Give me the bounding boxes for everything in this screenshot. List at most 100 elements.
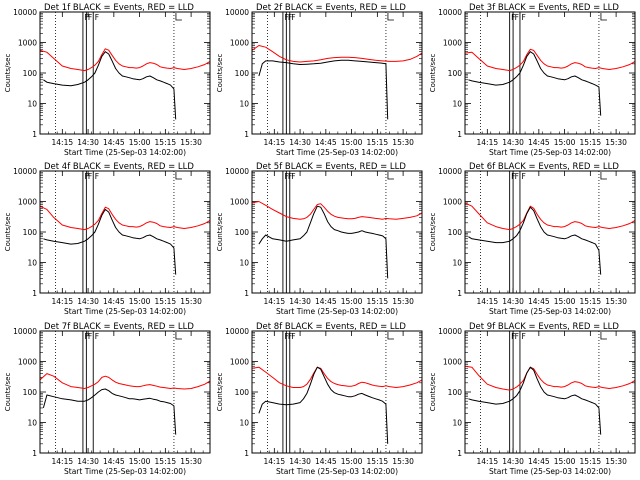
x-tick-label: 15:30 bbox=[392, 457, 414, 466]
flag-marker-label: F bbox=[291, 172, 295, 181]
y-tick-label: 100 bbox=[448, 228, 463, 237]
x-tick-label: 14:45 bbox=[103, 138, 125, 147]
y-tick-label: 1 bbox=[457, 289, 462, 298]
panel-det-9f: Det 9f BLACK = Events, RED = LLD Counts/s… bbox=[429, 322, 636, 476]
x-tick-label: 15:15 bbox=[155, 138, 177, 147]
chart-title: Det 4f BLACK = Events, RED = LLD bbox=[44, 162, 194, 172]
y-tick-label: 1 bbox=[457, 130, 462, 139]
y-tick-label: 100 bbox=[448, 388, 463, 397]
panel-det-8f: Det 8f BLACK = Events, RED = LLD Counts/s… bbox=[216, 322, 423, 476]
y-axis-label: Counts/sec bbox=[429, 54, 437, 93]
x-tick-label: 15:30 bbox=[605, 297, 627, 306]
flag-marker-label: F bbox=[95, 172, 99, 181]
x-tick-label: 14:15 bbox=[52, 457, 74, 466]
range-bracket-mark bbox=[387, 172, 394, 180]
x-axis-label: Start Time (25-Sep-03 14:02:00) bbox=[276, 307, 398, 316]
lld-series-line bbox=[251, 45, 423, 63]
lld-series-line bbox=[39, 373, 211, 390]
range-bracket-mark bbox=[175, 13, 182, 21]
x-axis-label: Start Time (25-Sep-03 14:02:00) bbox=[64, 307, 186, 316]
panel-det-2f: Det 2f BLACK = Events, RED = LLD Counts/s… bbox=[216, 3, 423, 157]
flag-marker-label: F bbox=[521, 172, 525, 181]
y-tick-label: 10000 bbox=[225, 8, 249, 17]
plot-frame bbox=[464, 330, 636, 454]
x-tick-label: 14:45 bbox=[103, 457, 125, 466]
flag-marker-label: F bbox=[88, 13, 92, 22]
y-axis-label: Counts/sec bbox=[216, 213, 224, 252]
lld-series-line bbox=[464, 48, 636, 72]
y-axis-label: Counts/sec bbox=[429, 373, 437, 412]
x-tick-label: 14:30 bbox=[289, 138, 311, 147]
x-tick-label: 15:15 bbox=[367, 138, 389, 147]
y-tick-label: 10000 bbox=[13, 167, 37, 176]
flag-marker-label: F bbox=[515, 172, 519, 181]
events-series-line bbox=[43, 51, 177, 120]
x-tick-label: 15:15 bbox=[367, 457, 389, 466]
x-tick-label: 14:45 bbox=[103, 297, 125, 306]
chart-title: Det 3f BLACK = Events, RED = LLD bbox=[469, 3, 619, 13]
x-tick-label: 14:45 bbox=[528, 138, 550, 147]
plot-frame bbox=[251, 330, 423, 454]
events-series-line bbox=[258, 366, 389, 444]
y-tick-label: 1 bbox=[32, 289, 37, 298]
y-tick-label: 1 bbox=[244, 289, 249, 298]
events-series-line bbox=[42, 388, 177, 435]
lld-series-line bbox=[464, 365, 636, 391]
x-tick-label: 15:00 bbox=[554, 457, 576, 466]
panel-det-1f: Det 1f BLACK = Events, RED = LLD Counts/s… bbox=[4, 3, 211, 157]
flag-marker-label: F bbox=[515, 332, 519, 341]
x-tick-label: 15:30 bbox=[392, 297, 414, 306]
events-series-line bbox=[258, 59, 389, 120]
x-axis-label: Start Time (25-Sep-03 14:02:00) bbox=[64, 148, 186, 157]
y-tick-label: 10 bbox=[452, 419, 462, 428]
x-tick-label: 14:30 bbox=[289, 297, 311, 306]
x-tick-label: 14:45 bbox=[528, 457, 550, 466]
x-tick-label: 14:30 bbox=[289, 457, 311, 466]
y-tick-label: 10 bbox=[452, 100, 462, 109]
y-tick-label: 10 bbox=[239, 419, 249, 428]
x-tick-label: 15:15 bbox=[155, 297, 177, 306]
range-bracket-mark bbox=[600, 172, 607, 180]
x-tick-label: 15:00 bbox=[341, 138, 363, 147]
y-tick-label: 1000 bbox=[443, 39, 462, 48]
y-tick-label: 100 bbox=[235, 228, 250, 237]
events-series-line bbox=[468, 51, 602, 116]
range-bracket-mark bbox=[387, 332, 394, 340]
chart-title: Det 1f BLACK = Events, RED = LLD bbox=[44, 3, 194, 13]
x-tick-label: 15:00 bbox=[341, 457, 363, 466]
x-tick-label: 14:30 bbox=[77, 138, 99, 147]
x-tick-label: 15:00 bbox=[129, 138, 151, 147]
y-tick-label: 10 bbox=[27, 100, 37, 109]
flag-marker-label: F bbox=[521, 13, 525, 22]
flag-marker-label: F bbox=[95, 13, 99, 22]
y-tick-label: 10000 bbox=[438, 327, 462, 336]
y-tick-label: 1 bbox=[32, 130, 37, 139]
lld-series-line bbox=[39, 48, 211, 72]
x-tick-label: 15:15 bbox=[580, 297, 602, 306]
y-tick-label: 100 bbox=[235, 388, 250, 397]
plot-frame bbox=[251, 170, 423, 294]
y-tick-label: 1000 bbox=[230, 198, 249, 207]
y-tick-label: 10000 bbox=[438, 167, 462, 176]
y-tick-label: 100 bbox=[23, 388, 38, 397]
x-tick-label: 15:15 bbox=[580, 138, 602, 147]
events-series-line bbox=[258, 205, 389, 279]
events-series-line bbox=[468, 206, 602, 275]
x-tick-label: 15:30 bbox=[180, 457, 202, 466]
range-bracket-mark bbox=[600, 332, 607, 340]
x-tick-label: 14:45 bbox=[315, 457, 337, 466]
x-tick-label: 15:00 bbox=[554, 297, 576, 306]
x-tick-label: 14:30 bbox=[502, 138, 524, 147]
y-tick-label: 100 bbox=[235, 69, 250, 78]
y-tick-label: 1 bbox=[244, 449, 249, 458]
x-tick-label: 15:15 bbox=[155, 457, 177, 466]
x-axis-label: Start Time (25-Sep-03 14:02:00) bbox=[489, 467, 611, 476]
range-bracket-mark bbox=[175, 172, 182, 180]
x-tick-label: 14:15 bbox=[477, 457, 499, 466]
y-tick-label: 1000 bbox=[230, 358, 249, 367]
chart-title: Det 5f BLACK = Events, RED = LLD bbox=[256, 162, 406, 172]
chart-title: Det 6f BLACK = Events, RED = LLD bbox=[469, 162, 619, 172]
y-tick-label: 1000 bbox=[18, 358, 37, 367]
chart-title: Det 2f BLACK = Events, RED = LLD bbox=[256, 3, 406, 13]
y-tick-label: 100 bbox=[23, 69, 38, 78]
